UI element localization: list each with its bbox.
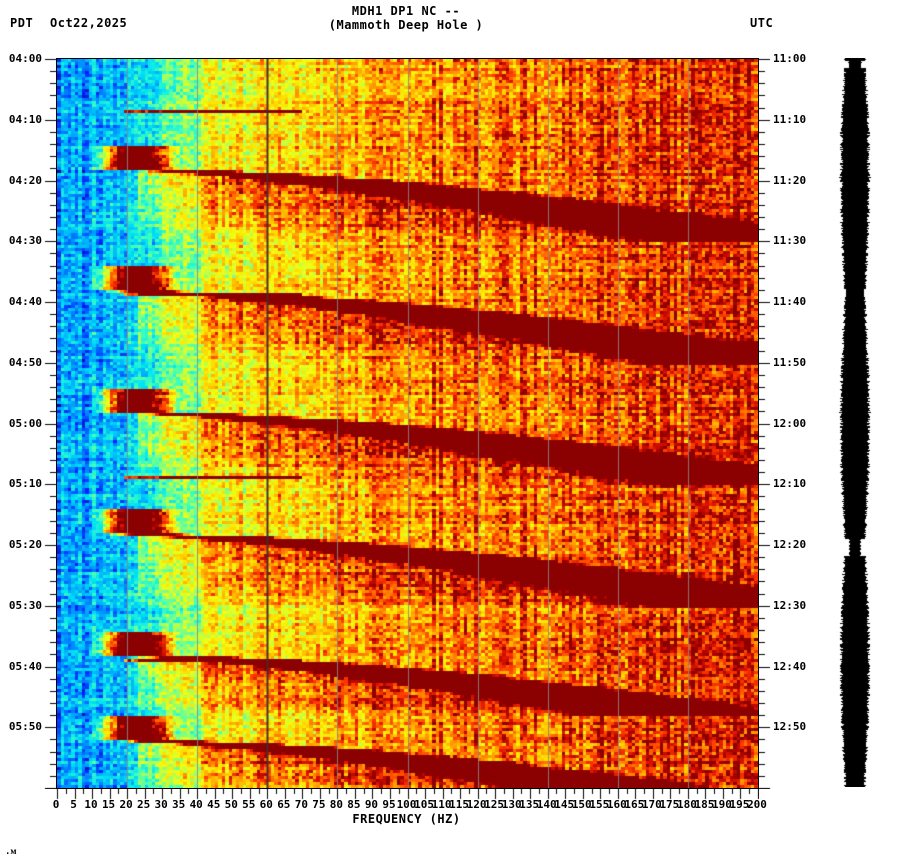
frequency-tick-label: 70 <box>294 798 308 811</box>
header-date: Oct22,2025 <box>50 16 128 30</box>
frequency-tick-label: 145 <box>554 798 575 811</box>
frequency-tick-label: 90 <box>364 798 379 811</box>
frequency-tick-label: 50 <box>224 798 238 811</box>
left-time-tick-label: 04:30 <box>8 234 42 248</box>
frequency-tick-label: 140 <box>536 798 557 811</box>
page-subtitle: (Mammoth Deep Hole ) <box>328 18 484 32</box>
frequency-tick-label: 130 <box>501 798 522 811</box>
corner-artifact-mark: .ᴍ <box>5 847 17 857</box>
frequency-tick-label: 125 <box>484 798 505 811</box>
frequency-axis-title: FREQUENCY (HZ) <box>352 812 461 826</box>
left-time-tick-label: 04:10 <box>8 112 42 126</box>
spectrogram-image <box>57 59 758 788</box>
right-time-tick-label: 11:30 <box>773 234 807 248</box>
frequency-tick-label: 170 <box>641 798 662 811</box>
frequency-tick-label: 65 <box>277 798 291 811</box>
frequency-tick-label: 100 <box>396 798 417 811</box>
left-time-tick-label: 05:50 <box>8 720 42 734</box>
frequency-tick-label: 105 <box>414 798 434 811</box>
spectrogram-plot-area[interactable] <box>56 58 759 789</box>
frequency-tick-label: 0 <box>52 798 60 811</box>
frequency-tick-label: 55 <box>242 798 256 811</box>
frequency-tick-label: 75 <box>312 798 326 811</box>
right-time-axis-ticks <box>758 58 771 789</box>
frequency-tick-label: 200 <box>747 798 767 811</box>
right-time-tick-label: 11:10 <box>773 112 807 126</box>
frequency-tick-label: 40 <box>189 798 203 811</box>
frequency-tick-label: 110 <box>431 798 452 811</box>
frequency-tick-label: 60 <box>259 798 273 811</box>
left-time-tick-label: 05:10 <box>8 477 42 491</box>
right-time-tick-label: 11:00 <box>773 52 807 65</box>
left-time-axis-ticks <box>44 58 57 789</box>
frequency-tick-label: 185 <box>694 798 715 811</box>
header-timezone-right: UTC <box>750 16 774 30</box>
left-time-tick-label: 05:00 <box>8 416 42 430</box>
frequency-tick-label: 195 <box>729 798 750 811</box>
seismogram-waveform <box>838 58 872 787</box>
right-time-tick-label: 12:00 <box>773 416 807 430</box>
frequency-tick-label: 135 <box>519 798 540 811</box>
left-time-tick-label: 04:50 <box>8 355 42 369</box>
frequency-tick-label: 5 <box>70 798 77 811</box>
right-time-tick-label: 12:50 <box>773 720 807 734</box>
frequency-tick-label: 20 <box>119 798 133 811</box>
right-time-tick-label: 11:50 <box>773 355 807 369</box>
frequency-tick-label: 155 <box>589 798 610 811</box>
right-time-tick-label: 11:40 <box>773 295 807 308</box>
frequency-tick-label: 10 <box>84 798 98 811</box>
frequency-tick-label: 165 <box>624 798 645 811</box>
frequency-tick-label: 115 <box>449 798 469 811</box>
left-time-tick-label: 05:30 <box>8 598 42 612</box>
frequency-tick-label: 190 <box>712 798 732 811</box>
page-title: MDH1 DP1 NC -- <box>351 4 461 18</box>
seismogram-trace-strip <box>838 58 872 787</box>
left-time-tick-label: 04:40 <box>8 295 42 308</box>
frequency-tick-label: 160 <box>606 798 627 811</box>
frequency-tick-label: 25 <box>137 798 151 811</box>
header-timezone-left: PDT <box>10 16 34 30</box>
frequency-tick-label: 120 <box>466 798 487 811</box>
right-time-tick-label: 12:30 <box>773 598 807 612</box>
left-time-tick-label: 05:20 <box>8 538 42 551</box>
frequency-tick-label: 45 <box>207 798 221 811</box>
right-time-tick-label: 12:10 <box>773 477 807 491</box>
frequency-tick-label: 180 <box>676 798 697 811</box>
right-time-tick-label: 12:20 <box>773 538 807 551</box>
frequency-axis-ticks <box>56 788 759 800</box>
frequency-tick-label: 150 <box>571 798 592 811</box>
frequency-tick-label: 175 <box>659 798 680 811</box>
left-time-tick-label: 04:20 <box>8 173 42 187</box>
frequency-tick-label: 35 <box>172 798 186 811</box>
frequency-tick-label: 80 <box>329 798 344 811</box>
frequency-tick-label: 30 <box>154 798 168 811</box>
frequency-tick-label: 15 <box>101 798 116 811</box>
right-time-tick-label: 12:40 <box>773 659 807 673</box>
right-time-tick-label: 11:20 <box>773 173 807 187</box>
frequency-tick-label: 95 <box>382 798 396 811</box>
left-time-tick-label: 05:40 <box>8 659 42 673</box>
left-time-tick-label: 04:00 <box>8 52 42 65</box>
frequency-tick-label: 85 <box>347 798 361 811</box>
